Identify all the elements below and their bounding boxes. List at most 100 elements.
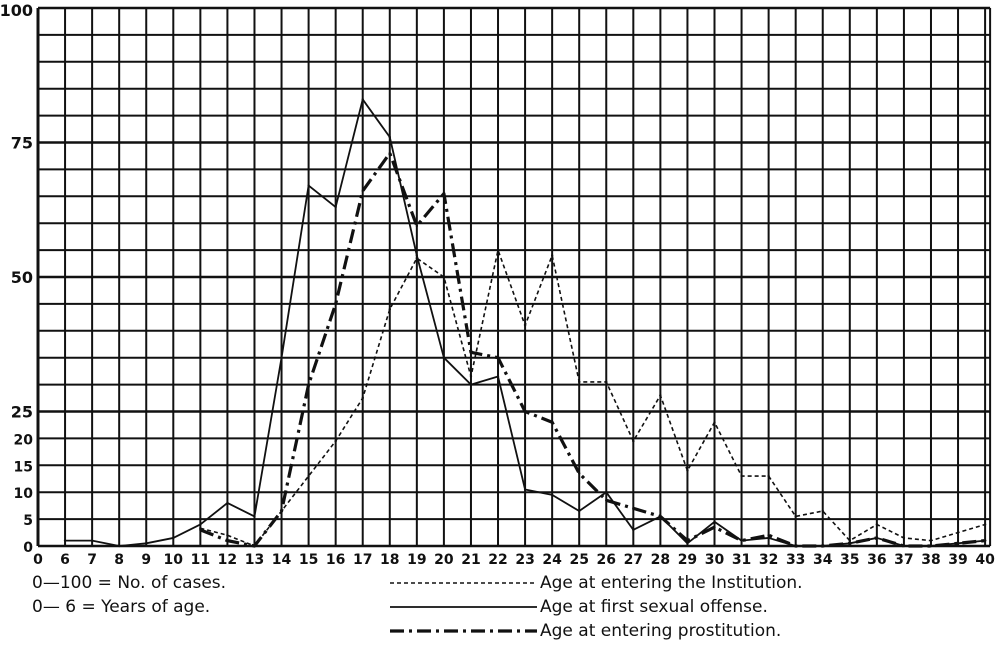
x-tick-label: 16	[326, 552, 345, 568]
data-point-solid	[172, 536, 175, 540]
data-point-dotted	[875, 523, 879, 526]
x-tick-label: 24	[542, 552, 562, 568]
x-tick-label: 13	[245, 552, 264, 568]
x-tick-label: 15	[299, 552, 318, 568]
x-tick-label: 18	[380, 552, 399, 568]
data-point-dash-dot	[794, 544, 797, 548]
data-point-dotted	[523, 324, 527, 327]
data-point-dash-dot	[307, 383, 310, 386]
y-tick-label: 75	[11, 134, 33, 153]
x-tick-label: 12	[218, 552, 237, 568]
x-tick-label: 28	[651, 552, 670, 568]
data-point-dash-dot	[740, 539, 743, 542]
x-tick-label: 37	[894, 552, 913, 568]
y-tick-label: 0	[23, 540, 33, 556]
y-tick-label: 15	[14, 459, 33, 475]
data-point-dotted	[469, 375, 473, 378]
x-tick-label: 10	[164, 552, 184, 568]
y-tick-label: 10	[14, 486, 34, 502]
data-point-dotted	[578, 380, 581, 384]
data-point-dash-dot	[983, 539, 987, 542]
data-point-dotted	[686, 469, 689, 472]
data-point-solid	[442, 356, 446, 359]
data-point-solid	[117, 544, 121, 548]
x-tick-label: 6	[60, 552, 70, 568]
x-tick-label: 14	[272, 552, 292, 568]
data-point-dash-dot	[442, 192, 446, 195]
data-point-dash-dot	[632, 507, 635, 510]
x-tick-label: 7	[87, 552, 97, 568]
data-point-dotted	[388, 308, 391, 311]
data-point-dotted	[848, 539, 851, 542]
x-tick-label: 23	[515, 552, 534, 568]
series-line-dash-dot	[199, 151, 986, 548]
x-tick-label: 26	[597, 552, 616, 568]
data-point-solid	[496, 375, 500, 378]
data-point-dash-dot	[659, 515, 662, 518]
data-point-solid	[550, 493, 554, 497]
data-point-dash-dot	[605, 499, 608, 502]
data-point-dash-dot	[226, 539, 229, 542]
legend-label: Age at entering prostitution.	[540, 621, 781, 641]
y-tick-label: 100	[0, 1, 33, 20]
data-point-solid	[632, 528, 635, 532]
data-point-dash-dot	[199, 528, 202, 532]
data-point-solid	[713, 520, 716, 523]
series-line-dotted	[200, 249, 986, 547]
scale-note: 0—100 = No. of cases.	[32, 573, 226, 593]
x-tick-label: 17	[353, 552, 372, 568]
data-point-dotted	[496, 248, 500, 252]
data-point-dotted	[226, 534, 229, 537]
data-point-dotted	[307, 474, 310, 478]
x-tick-label: 27	[624, 552, 643, 568]
data-point-dash-dot	[550, 421, 554, 424]
x-tick-label: 8	[114, 552, 124, 568]
x-tick-label: 19	[407, 552, 426, 568]
x-tick-label: 35	[840, 552, 859, 568]
x-tick-label: 39	[948, 552, 967, 568]
data-point-dash-dot	[388, 152, 391, 155]
data-point-dash-dot	[956, 542, 960, 545]
data-point-dash-dot	[821, 544, 824, 548]
x-tick-label: 33	[786, 552, 805, 568]
data-point-solid	[605, 491, 608, 494]
data-point-solid	[686, 542, 689, 545]
x-tick-label: 0	[33, 552, 43, 568]
data-point-dotted	[632, 439, 635, 443]
data-point-solid	[334, 205, 337, 209]
x-tick-label: 9	[141, 552, 151, 568]
data-point-dash-dot	[361, 189, 364, 193]
data-point-dotted	[983, 523, 987, 526]
data-point-dotted	[605, 380, 608, 384]
data-point-solid	[415, 254, 419, 257]
x-tick-label: 22	[488, 552, 507, 568]
y-tick-label: 20	[14, 432, 34, 448]
legend-label: Age at entering the Institution.	[540, 573, 803, 593]
y-tick-label: 5	[23, 513, 33, 529]
x-tick-label: 31	[732, 552, 751, 568]
legend-label: Age at first sexual offense.	[540, 597, 768, 617]
data-point-dash-dot	[415, 224, 419, 228]
y-tick-label: 25	[11, 403, 33, 422]
data-point-dotted	[659, 394, 662, 397]
data-point-dash-dot	[253, 544, 256, 548]
x-tick-label: 30	[705, 552, 725, 568]
data-point-solid	[280, 356, 283, 359]
data-point-dash-dot	[848, 542, 851, 545]
data-point-dotted	[794, 515, 797, 518]
data-point-solid	[63, 539, 67, 542]
data-point-dash-dot	[280, 509, 283, 513]
x-tick-label: 29	[678, 552, 697, 568]
data-point-solid	[361, 98, 364, 101]
data-point-dotted	[956, 531, 960, 534]
x-tick-label: 25	[569, 552, 588, 568]
data-point-dash-dot	[686, 539, 689, 542]
data-point-dotted	[767, 474, 770, 478]
data-point-solid	[199, 523, 202, 526]
x-tick-label: 36	[867, 552, 886, 568]
data-point-dash-dot	[929, 544, 933, 548]
data-point-dotted	[902, 536, 906, 540]
data-point-dotted	[713, 421, 716, 424]
data-point-dotted	[442, 275, 446, 279]
